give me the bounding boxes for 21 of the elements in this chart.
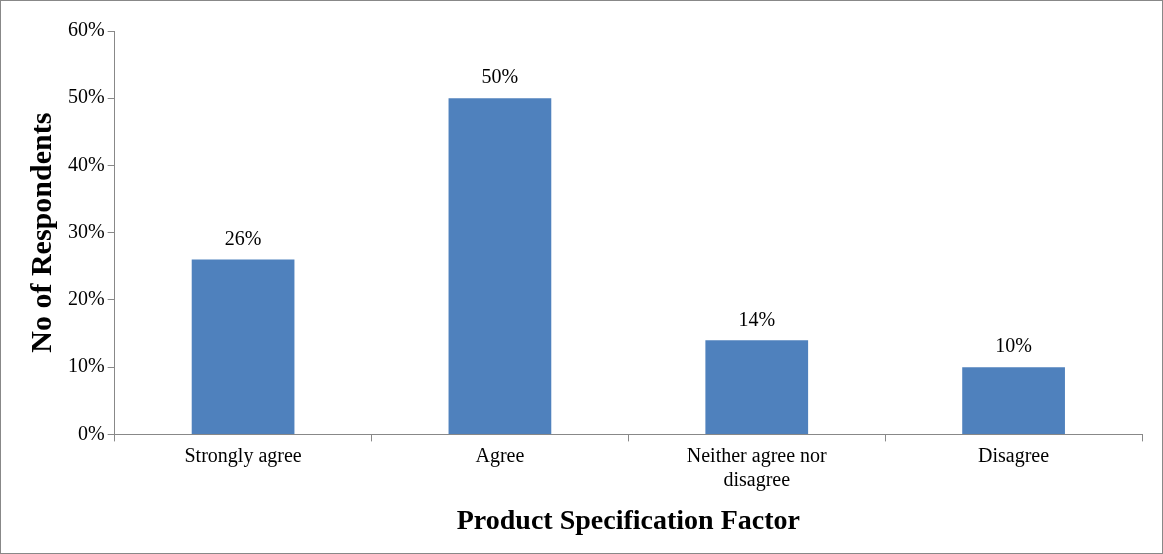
x-tick-label: Neither agree nor disagree (686, 443, 828, 491)
x-tick-label: Strongly agree (184, 443, 302, 467)
y-tick-label: 50% (67, 85, 105, 108)
bar (962, 367, 1065, 434)
y-tick-label: 10% (67, 354, 105, 377)
bar (448, 98, 552, 434)
bar (705, 340, 809, 434)
bar (191, 259, 295, 434)
y-tick-label: 30% (67, 219, 105, 242)
y-tick-label: 0% (77, 421, 105, 444)
y-tick-label: 60% (67, 18, 105, 41)
data-label: 14% (738, 307, 776, 330)
x-tick-label: Agree (475, 443, 525, 467)
y-tick-label: 40% (67, 152, 105, 175)
data-label: 10% (995, 334, 1032, 357)
y-axis-title: No of Respondents (23, 112, 57, 353)
x-tick-label: Disagree (978, 443, 1050, 467)
y-tick-label: 20% (67, 287, 105, 310)
data-label: 50% (481, 65, 519, 88)
data-label: 26% (224, 226, 262, 249)
x-axis-title: Product Specification Factor (456, 504, 800, 536)
